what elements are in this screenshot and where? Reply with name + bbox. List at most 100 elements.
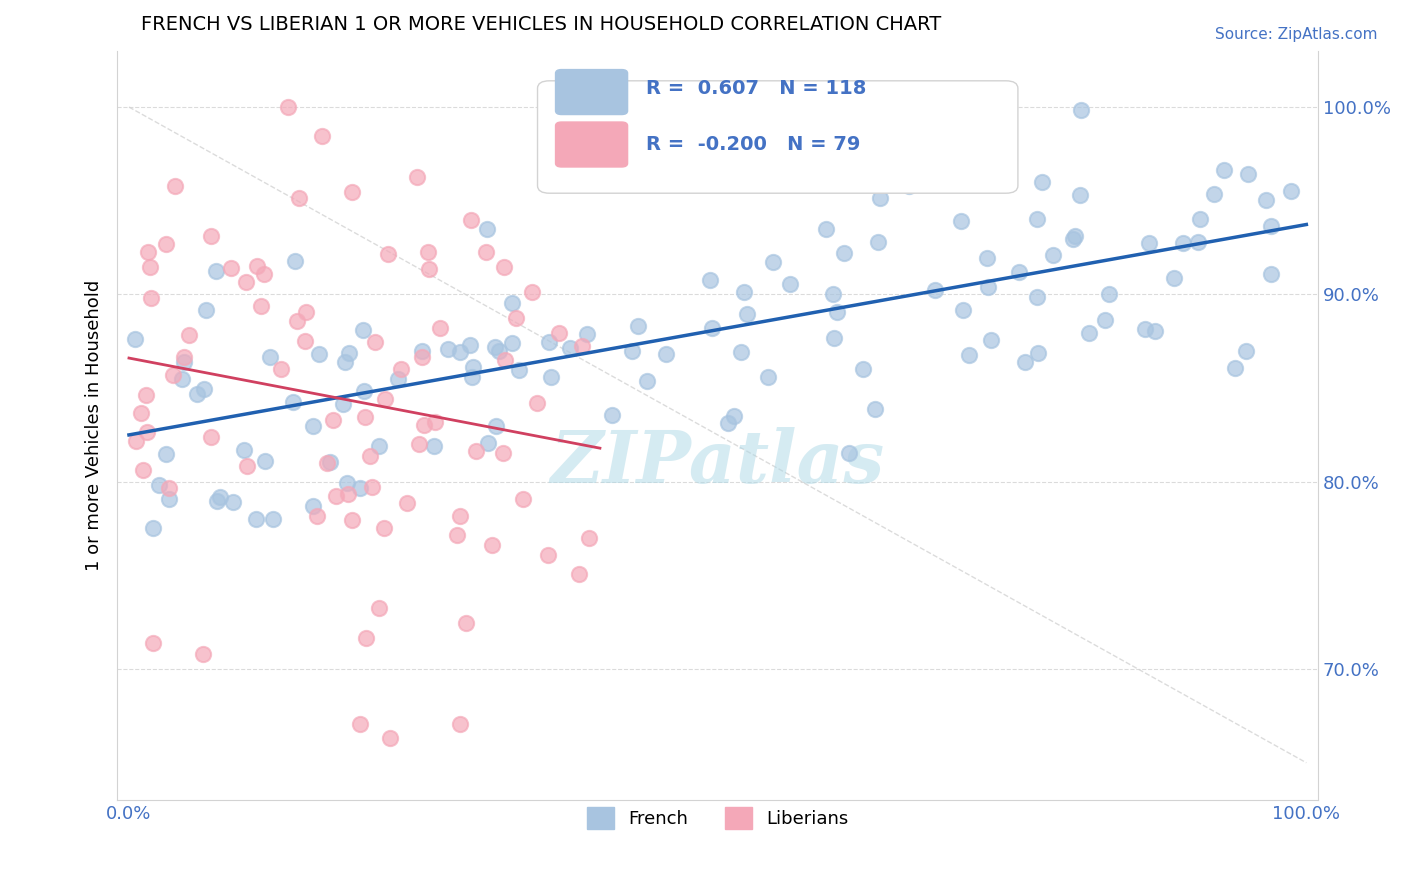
Point [832, 245, 855, 260]
Point [1026, 212, 1049, 227]
Point [717, 416, 740, 430]
Point [756, 370, 779, 384]
Point [283, 395, 305, 409]
Point [361, 480, 384, 494]
Point [173, 355, 195, 369]
Point [898, 178, 921, 193]
Point [1069, 188, 1091, 202]
Point [1187, 235, 1209, 249]
Text: ZIPatlas: ZIPatlas [551, 427, 884, 499]
Point [387, 372, 409, 386]
Point [352, 323, 374, 337]
Point [254, 454, 277, 468]
Point [249, 299, 271, 313]
Point [475, 244, 498, 259]
Point [186, 386, 208, 401]
Point [311, 128, 333, 143]
Point [977, 280, 1000, 294]
Point [1234, 344, 1257, 359]
Point [957, 348, 980, 362]
Point [1260, 267, 1282, 281]
Point [340, 186, 363, 200]
Point [540, 370, 562, 384]
Point [723, 409, 745, 424]
Point [481, 538, 503, 552]
Point [124, 332, 146, 346]
Point [492, 446, 515, 460]
Point [1062, 232, 1084, 246]
Text: R =  -0.200   N = 79: R = -0.200 N = 79 [645, 135, 860, 154]
Point [488, 344, 510, 359]
Point [1143, 324, 1166, 338]
Point [262, 512, 284, 526]
Point [505, 310, 527, 325]
Text: R =  0.607   N = 118: R = 0.607 N = 118 [645, 78, 866, 98]
Point [411, 350, 433, 364]
Point [284, 254, 307, 268]
Y-axis label: 1 or more Vehicles in Household: 1 or more Vehicles in Household [86, 280, 103, 571]
Point [129, 406, 152, 420]
Point [1163, 271, 1185, 285]
Point [333, 355, 356, 369]
Point [353, 384, 375, 399]
Point [1025, 290, 1047, 304]
Point [501, 296, 523, 310]
Point [325, 489, 347, 503]
Point [446, 528, 468, 542]
Point [494, 353, 516, 368]
Point [1064, 229, 1087, 244]
Point [155, 237, 177, 252]
Point [191, 648, 214, 662]
Point [1070, 103, 1092, 118]
Point [193, 382, 215, 396]
Point [205, 494, 228, 508]
FancyBboxPatch shape [555, 122, 627, 167]
Point [1031, 175, 1053, 189]
Point [364, 335, 387, 350]
Point [1188, 212, 1211, 227]
Point [501, 335, 523, 350]
Point [354, 409, 377, 424]
Point [270, 362, 292, 376]
Point [295, 305, 318, 319]
Point [135, 388, 157, 402]
Point [349, 716, 371, 731]
Point [823, 330, 845, 344]
Point [1007, 265, 1029, 279]
Point [1078, 326, 1101, 340]
Point [762, 255, 785, 269]
Point [1260, 219, 1282, 233]
Point [512, 491, 534, 506]
Point [548, 326, 571, 341]
Point [378, 731, 401, 745]
Point [200, 229, 222, 244]
Point [235, 275, 257, 289]
Point [277, 100, 299, 114]
Point [418, 261, 440, 276]
Point [508, 362, 530, 376]
Point [245, 512, 267, 526]
Point [342, 514, 364, 528]
Point [396, 496, 419, 510]
Point [208, 490, 231, 504]
Point [406, 169, 429, 184]
Point [460, 213, 482, 227]
Point [558, 342, 581, 356]
Point [815, 222, 838, 236]
Point [699, 273, 721, 287]
Point [354, 631, 377, 645]
Point [177, 328, 200, 343]
Point [373, 521, 395, 535]
Point [163, 178, 186, 193]
Point [294, 334, 316, 348]
Point [821, 287, 844, 301]
Point [1133, 322, 1156, 336]
Point [578, 531, 600, 545]
Text: FRENCH VS LIBERIAN 1 OR MORE VEHICLES IN HOUSEHOLD CORRELATION CHART: FRENCH VS LIBERIAN 1 OR MORE VEHICLES IN… [141, 15, 942, 34]
Point [429, 321, 451, 335]
Point [301, 499, 323, 513]
Point [869, 190, 891, 204]
Point [449, 717, 471, 731]
Point [600, 408, 623, 422]
Point [626, 318, 648, 333]
